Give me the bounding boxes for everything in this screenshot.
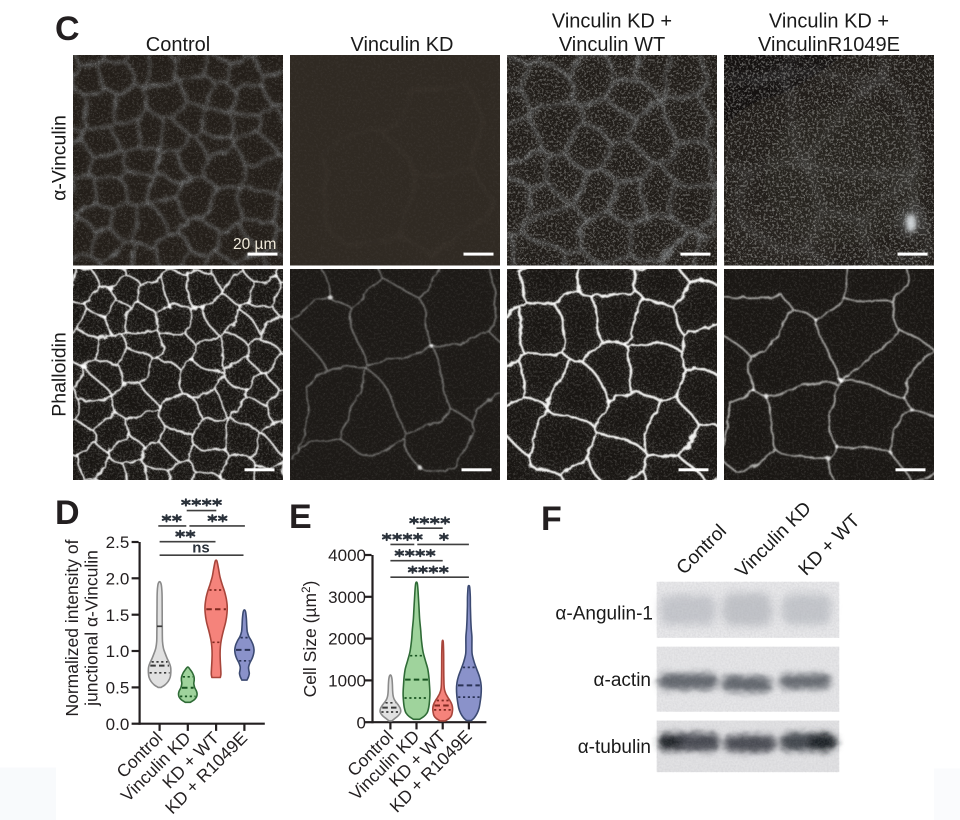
- svg-text:Vinculin WT: Vinculin WT: [559, 34, 665, 56]
- svg-text:C: C: [55, 10, 80, 48]
- svg-text:ns: ns: [192, 540, 210, 557]
- svg-text:D: D: [55, 494, 80, 532]
- svg-text:0.0: 0.0: [106, 715, 130, 734]
- svg-text:1.5: 1.5: [106, 606, 130, 625]
- svg-text:1.0: 1.0: [106, 642, 130, 661]
- svg-text:1000: 1000: [328, 672, 366, 691]
- svg-text:Vinculin KD: Vinculin KD: [350, 34, 453, 56]
- svg-text:VinculinR1049E: VinculinR1049E: [758, 34, 900, 56]
- svg-text:2.0: 2.0: [106, 569, 130, 588]
- svg-text:4000: 4000: [328, 546, 366, 565]
- svg-text:20 µm: 20 µm: [233, 236, 276, 253]
- svg-text:junctional α-Vinculin: junctional α-Vinculin: [82, 550, 102, 707]
- svg-text:α-Angulin-1: α-Angulin-1: [555, 604, 653, 625]
- svg-text:2.5: 2.5: [106, 533, 130, 552]
- svg-text:F: F: [541, 500, 562, 538]
- svg-text:0: 0: [357, 713, 366, 732]
- svg-text:2000: 2000: [328, 630, 366, 649]
- svg-text:Phalloidin: Phalloidin: [49, 332, 71, 417]
- svg-text:Control: Control: [146, 34, 210, 56]
- svg-text:α-tubulin: α-tubulin: [578, 737, 651, 758]
- svg-text:E: E: [289, 498, 312, 536]
- svg-text:0.5: 0.5: [106, 679, 130, 698]
- svg-text:α-actin: α-actin: [594, 670, 651, 691]
- svg-text:Vinculin KD +: Vinculin KD +: [552, 11, 672, 33]
- svg-text:α-Vinculin: α-Vinculin: [49, 115, 71, 201]
- svg-text:3000: 3000: [328, 588, 366, 607]
- svg-text:Control: Control: [673, 521, 731, 579]
- svg-text:Normalized intensity of: Normalized intensity of: [62, 539, 82, 716]
- svg-text:Vinculin KD +: Vinculin KD +: [769, 11, 889, 33]
- svg-text:Cell Size (µm2): Cell Size (µm2): [300, 581, 320, 698]
